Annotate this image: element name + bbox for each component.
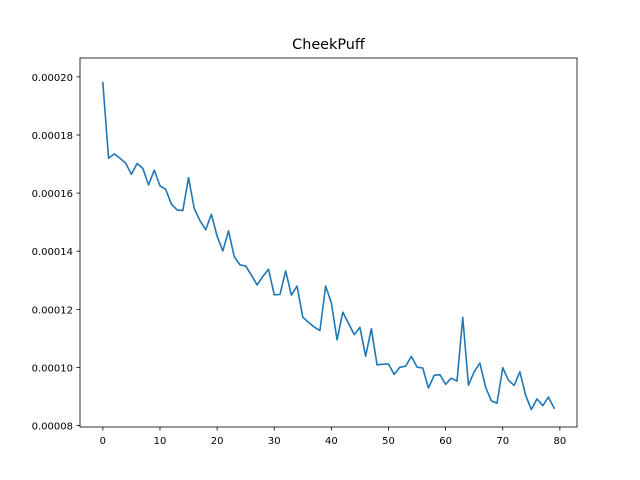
chart-title: CheekPuff — [292, 37, 366, 53]
x-tick-label: 50 — [382, 436, 395, 447]
x-tick-label: 70 — [496, 436, 509, 447]
series-line — [101, 81, 556, 411]
x-tick-label: 0 — [100, 436, 106, 447]
y-tick-label: 0.00010 — [32, 363, 73, 374]
x-tick-label: 20 — [211, 436, 224, 447]
y-tick-label: 0.00016 — [32, 189, 73, 200]
x-tick-label: 60 — [439, 436, 452, 447]
y-tick-label: 0.00014 — [32, 247, 73, 258]
x-tick-label: 40 — [325, 436, 338, 447]
x-tick-label: 80 — [553, 436, 566, 447]
y-tick-label: 0.00012 — [32, 305, 73, 316]
x-tick-label: 10 — [154, 436, 167, 447]
y-tick-label: 0.00008 — [32, 422, 73, 433]
y-axis-ticks: 0.00008 0.00010 0.00012 0.00014 0.00016 0.000… — [32, 73, 80, 433]
x-axis-ticks: 0 10 20 30 40 50 60 70 80 — [100, 427, 566, 447]
y-tick-label: 0.00018 — [32, 131, 73, 142]
series-layer — [101, 81, 556, 411]
y-tick-label: 0.00020 — [32, 73, 73, 84]
x-tick-label: 30 — [268, 436, 281, 447]
plot-area-frame — [79, 57, 578, 428]
